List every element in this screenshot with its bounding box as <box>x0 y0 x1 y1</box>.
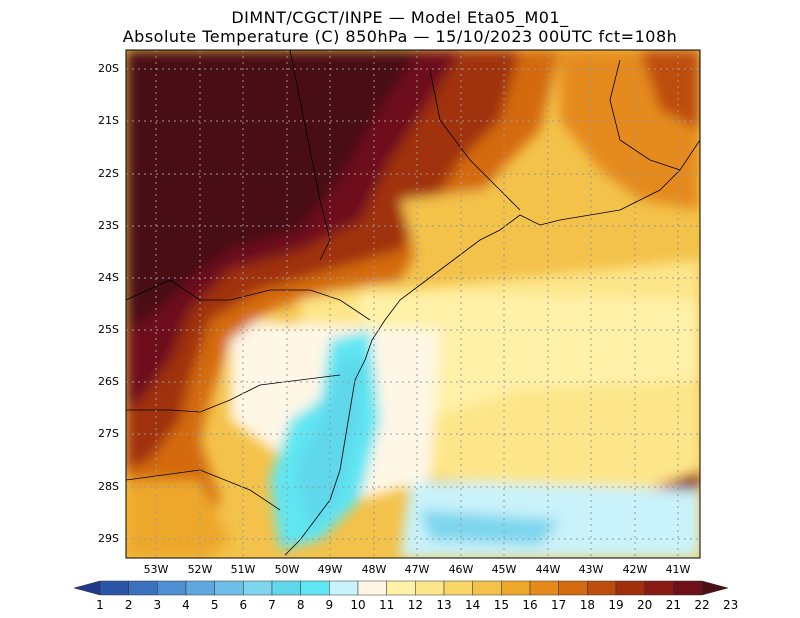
colorbar-label: 3 <box>153 598 162 612</box>
lon-label: 46W <box>448 563 474 576</box>
colorbar-label: 16 <box>522 598 538 612</box>
colorbar-swatch <box>357 580 387 596</box>
lon-label: 47W <box>404 563 430 576</box>
lat-label: 29S <box>98 532 119 545</box>
lon-label: 52W <box>187 563 213 576</box>
lon-label: 48W <box>361 563 387 576</box>
colorbar-swatch <box>644 580 674 596</box>
colorbar-swatch <box>329 580 359 596</box>
title-line-2: Absolute Temperature (C) 850hPa — 15/10/… <box>122 27 678 46</box>
colorbar-label: 9 <box>325 598 334 612</box>
colorbar-swatch <box>214 580 244 596</box>
colorbar-swatch <box>443 580 473 596</box>
colorbar-label: 7 <box>268 598 276 612</box>
colorbar-label: 19 <box>608 598 624 612</box>
colorbar-label: 8 <box>296 598 305 612</box>
colorbar-label: 11 <box>379 598 395 612</box>
lon-label: 43W <box>578 563 604 576</box>
lat-label: 20S <box>98 62 119 75</box>
lon-label: 41W <box>665 563 691 576</box>
colorbar-swatch <box>673 580 703 596</box>
colorbar-swatch <box>128 580 158 596</box>
colorbar-label: 12 <box>407 598 423 612</box>
state-border-sp <box>289 49 331 261</box>
field-band-12 <box>360 290 700 420</box>
lon-label: 50W <box>274 563 300 576</box>
title-line-1: DIMNT/CGCT/INPE — Model Eta05_M01_ <box>231 8 569 27</box>
colorbar-label: 18 <box>579 598 595 612</box>
lat-label: 27S <box>98 427 119 440</box>
colorbar-swatch <box>300 580 330 596</box>
state-border-rs <box>125 469 281 511</box>
lon-label: 45W <box>491 563 517 576</box>
field-band-19 <box>640 50 700 130</box>
lat-label: 24S <box>98 271 119 284</box>
state-border-es <box>609 59 681 171</box>
coastline <box>125 49 701 556</box>
colorbar-swatch <box>472 580 502 596</box>
colorbar-swatch <box>415 580 445 596</box>
colorbar-label: 23 <box>723 598 739 612</box>
colorbar-swatch <box>558 580 588 596</box>
plot-frame <box>125 49 701 559</box>
colorbar-swatch <box>99 580 129 596</box>
colorbar-label: 5 <box>210 598 219 612</box>
state-border-pr <box>125 279 371 321</box>
colorbar-label: 4 <box>182 598 190 612</box>
colorbar-label: 20 <box>637 598 653 612</box>
colorbar-swatch <box>529 580 559 596</box>
state-border-mg <box>429 69 521 211</box>
field-band-7 <box>420 510 560 545</box>
colorbar-arrow-low <box>73 580 101 596</box>
colorbar-label: 15 <box>493 598 509 612</box>
colorbar-swatch <box>243 580 273 596</box>
colorbar-arrow-high <box>701 580 729 596</box>
lon-label: 53W <box>143 563 169 576</box>
colorbar-swatch <box>157 580 187 596</box>
lon-label: 44W <box>535 563 561 576</box>
lat-label: 25S <box>98 323 119 336</box>
colorbar-label: 17 <box>551 598 567 612</box>
colorbar-label: 22 <box>694 598 710 612</box>
colorbar-swatch <box>386 580 416 596</box>
coast-line <box>284 139 701 556</box>
lon-label: 49W <box>317 563 343 576</box>
temperature-field <box>126 50 700 558</box>
colorbar-label: 6 <box>239 598 248 612</box>
colorbar-label: 10 <box>350 598 366 612</box>
colorbar-swatch <box>185 580 215 596</box>
lat-label: 28S <box>98 480 119 493</box>
colorbar-label: 14 <box>465 598 481 612</box>
colorbar-label: 13 <box>436 598 452 612</box>
state-border-sc <box>126 374 341 413</box>
colorbar-swatch <box>271 580 301 596</box>
field-band-15 <box>400 180 560 270</box>
lat-label: 22S <box>98 167 119 180</box>
colorbar-label: 1 <box>96 598 104 612</box>
lon-label: 51W <box>230 563 256 576</box>
colorbar-swatch <box>501 580 531 596</box>
grid <box>126 50 700 558</box>
colorbar-label: 21 <box>665 598 681 612</box>
lat-label: 26S <box>98 375 119 388</box>
colorbar <box>73 580 729 596</box>
colorbar-swatch <box>615 580 645 596</box>
field-band-8 <box>295 355 365 530</box>
colorbar-swatch <box>587 580 617 596</box>
lat-label: 23S <box>98 219 119 232</box>
colorbar-label: 2 <box>124 598 133 612</box>
lon-label: 42W <box>622 563 648 576</box>
lat-label: 21S <box>98 114 119 127</box>
